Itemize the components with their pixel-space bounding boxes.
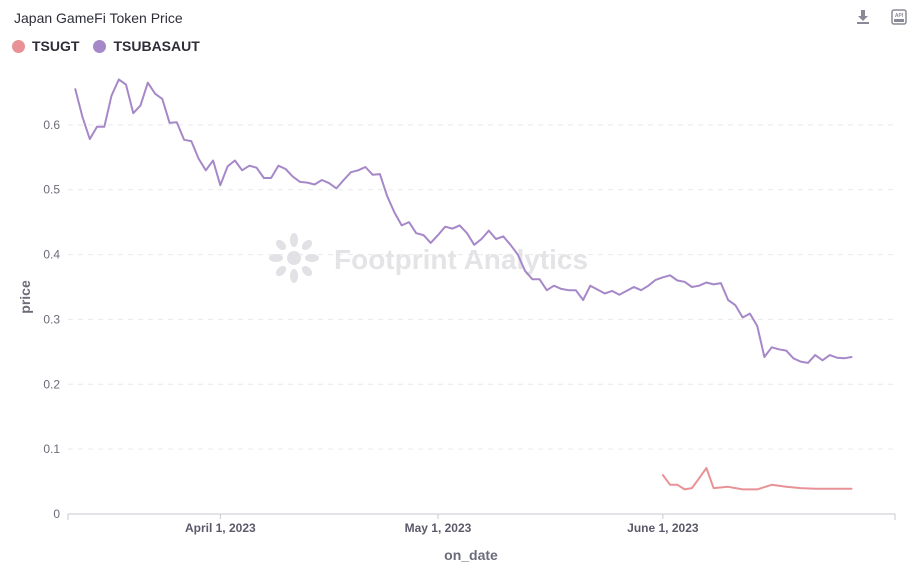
legend-item-tsugt[interactable]: TSUGT	[12, 38, 79, 54]
x-tick-label: April 1, 2023	[185, 521, 256, 535]
x-axis-title: on_date	[444, 547, 498, 563]
legend-label-tsugt: TSUGT	[32, 38, 80, 54]
api-icon: API	[891, 9, 907, 25]
y-tick-label: 0	[53, 507, 60, 521]
legend-dot-tsubasaut	[93, 39, 107, 53]
x-axis: April 1, 2023 May 1, 2023 June 1, 2023	[67, 513, 896, 535]
grid-lines	[68, 124, 895, 450]
legend: TSUGT TSUBASAUT	[12, 38, 200, 54]
watermark: Footprint Analytics	[269, 233, 588, 283]
y-axis: 0 0.1 0.2 0.3 0.4 0.5 0.6	[43, 118, 60, 521]
y-tick-label: 0.5	[43, 183, 60, 197]
download-icon	[857, 10, 869, 24]
legend-item-tsubasaut[interactable]: TSUBASAUT	[93, 38, 200, 54]
legend-dot-tsugt	[12, 39, 25, 53]
y-tick-label: 0.2	[43, 377, 60, 391]
y-tick-label: 0.6	[43, 118, 60, 132]
legend-label-tsubasaut: TSUBASAUT	[113, 38, 200, 54]
footprint-logo-icon	[269, 233, 319, 283]
y-tick-label: 0.3	[43, 312, 60, 326]
download-button[interactable]	[854, 8, 872, 26]
series-line-tsugt[interactable]	[661, 467, 853, 491]
y-tick-label: 0.4	[43, 248, 60, 262]
y-tick-label: 0.1	[43, 442, 60, 456]
series-line-tsubasaut[interactable]	[74, 78, 853, 364]
x-tick-label: May 1, 2023	[405, 521, 472, 535]
x-tick-label: June 1, 2023	[627, 521, 699, 535]
api-button[interactable]: API	[890, 8, 908, 26]
y-axis-title: price	[17, 280, 33, 314]
series-lines	[74, 78, 853, 491]
svg-text:API: API	[895, 13, 904, 19]
watermark-text: Footprint Analytics	[334, 244, 588, 275]
chart-title: Japan GameFi Token Price	[14, 10, 183, 26]
